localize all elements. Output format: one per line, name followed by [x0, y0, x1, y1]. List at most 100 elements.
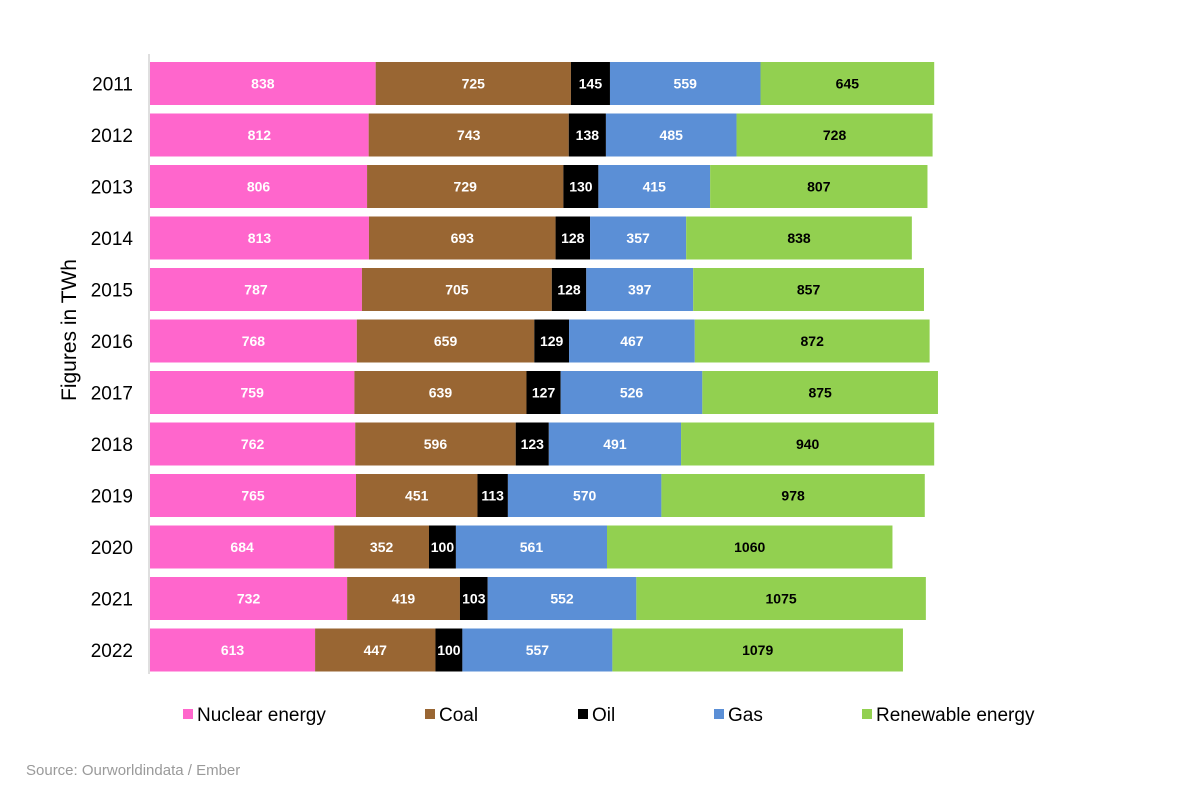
- bar-coal-2020: [334, 525, 429, 569]
- bar-renewable-energy-2019: [661, 474, 925, 517]
- bar-gas-2012: [605, 113, 737, 157]
- bar-gas-2018: [548, 422, 682, 466]
- bar-label-renewable-energy-2017: 875: [808, 385, 832, 401]
- legend-swatch-oil: [578, 709, 588, 719]
- bar-label-oil-2018: 123: [521, 436, 545, 452]
- bar-oil-2013: [563, 165, 599, 208]
- bar-label-coal-2015: 705: [445, 282, 469, 298]
- bar-coal-2014: [368, 216, 556, 260]
- bar-label-nuclear-energy-2019: 765: [241, 488, 265, 504]
- bar-oil-2015: [551, 268, 587, 311]
- year-label-2013: 2013: [91, 178, 133, 199]
- bar-label-nuclear-energy-2017: 759: [241, 385, 265, 401]
- bar-label-coal-2017: 639: [429, 385, 453, 401]
- bar-coal-2013: [367, 165, 564, 208]
- legend-label-oil: Oil: [592, 705, 615, 726]
- bar-label-gas-2017: 526: [620, 385, 644, 401]
- bar-nuclear-energy-2014: [150, 216, 369, 260]
- bar-renewable-energy-2020: [607, 525, 893, 569]
- bar-coal-2018: [355, 422, 516, 466]
- year-label-2016: 2016: [91, 332, 133, 353]
- bar-gas-2020: [455, 525, 607, 569]
- bar-label-gas-2015: 397: [628, 282, 652, 298]
- bar-renewable-energy-2015: [693, 268, 924, 311]
- bar-label-renewable-energy-2013: 807: [807, 179, 831, 195]
- bar-gas-2013: [598, 165, 711, 208]
- bar-label-oil-2020: 100: [431, 539, 455, 555]
- bar-coal-2019: [356, 474, 478, 517]
- bar-label-renewable-energy-2016: 872: [801, 333, 825, 349]
- year-label-2019: 2019: [91, 487, 133, 508]
- bar-label-gas-2018: 491: [603, 436, 627, 452]
- bar-label-oil-2015: 128: [557, 282, 581, 298]
- legend: Nuclear energy Coal Oil Gas Renewable energy: [183, 705, 1035, 726]
- bar-coal-2011: [375, 62, 571, 105]
- bar-label-coal-2014: 693: [451, 230, 475, 246]
- bar-label-coal-2019: 451: [405, 488, 429, 504]
- year-label-2017: 2017: [91, 384, 133, 405]
- bar-coal-2016: [356, 319, 535, 363]
- bar-label-renewable-energy-2018: 940: [796, 436, 820, 452]
- bar-renewable-energy-2022: [612, 628, 903, 672]
- bar-nuclear-energy-2015: [150, 268, 362, 311]
- bar-label-renewable-energy-2019: 978: [781, 488, 805, 504]
- bar-renewable-energy-2014: [686, 216, 912, 260]
- legend-label-nuclear-energy: Nuclear energy: [197, 705, 326, 726]
- bar-nuclear-energy-2020: [150, 525, 335, 569]
- bar-oil-2016: [534, 319, 570, 363]
- bar-gas-2017: [560, 371, 703, 414]
- bar-label-renewable-energy-2011: 645: [836, 76, 860, 92]
- bar-nuclear-energy-2011: [150, 62, 376, 105]
- bar-label-nuclear-energy-2022: 613: [221, 642, 245, 658]
- bar-label-coal-2012: 743: [457, 127, 481, 143]
- year-label-2018: 2018: [91, 435, 133, 456]
- legend-label-renewable-energy: Renewable energy: [876, 705, 1035, 726]
- bar-label-oil-2011: 145: [579, 76, 603, 92]
- source-note: Source: Ourworldindata / Ember: [26, 762, 240, 779]
- bar-label-nuclear-energy-2011: 838: [251, 76, 275, 92]
- bar-coal-2022: [315, 628, 436, 672]
- bar-nuclear-energy-2017: [150, 371, 355, 414]
- bar-label-oil-2013: 130: [569, 179, 593, 195]
- bar-label-coal-2020: 352: [370, 539, 394, 555]
- bar-oil-2014: [555, 216, 591, 260]
- bar-nuclear-energy-2022: [150, 628, 316, 672]
- bar-label-nuclear-energy-2020: 684: [230, 539, 254, 555]
- bar-oil-2021: [459, 577, 488, 620]
- bar-gas-2019: [507, 474, 662, 517]
- year-label-2022: 2022: [91, 641, 133, 662]
- bar-coal-2015: [361, 268, 552, 311]
- bar-label-renewable-energy-2020: 1060: [734, 539, 765, 555]
- bar-label-renewable-energy-2012: 728: [823, 127, 847, 143]
- bar-nuclear-energy-2013: [150, 165, 368, 208]
- bar-gas-2015: [586, 268, 694, 311]
- bar-label-nuclear-energy-2013: 806: [247, 179, 271, 195]
- bar-renewable-energy-2011: [760, 62, 935, 105]
- bar-renewable-energy-2012: [736, 113, 933, 157]
- bar-coal-2017: [354, 371, 527, 414]
- bar-nuclear-energy-2021: [150, 577, 348, 620]
- year-label-2012: 2012: [91, 126, 133, 147]
- legend-label-gas: Gas: [728, 705, 763, 726]
- bar-label-oil-2016: 129: [540, 333, 564, 349]
- bar-gas-2022: [462, 628, 613, 672]
- bar-oil-2020: [428, 525, 456, 569]
- bar-gas-2016: [569, 319, 695, 363]
- bar-label-gas-2012: 485: [660, 127, 684, 143]
- bar-label-coal-2013: 729: [454, 179, 478, 195]
- bar-label-nuclear-energy-2014: 813: [248, 230, 272, 246]
- legend-swatch-gas: [714, 709, 724, 719]
- bar-label-nuclear-energy-2012: 812: [248, 127, 272, 143]
- bar-label-renewable-energy-2021: 1075: [766, 591, 797, 607]
- bar-label-coal-2022: 447: [364, 642, 388, 658]
- year-label-2021: 2021: [91, 590, 133, 611]
- bar-renewable-energy-2017: [702, 371, 938, 414]
- year-label-2015: 2015: [91, 281, 133, 302]
- bar-label-oil-2019: 113: [481, 488, 504, 504]
- bar-nuclear-energy-2016: [150, 319, 357, 363]
- bar-label-renewable-energy-2014: 838: [787, 230, 811, 246]
- year-label-2014: 2014: [91, 229, 134, 250]
- bar-oil-2011: [570, 62, 610, 105]
- bar-renewable-energy-2018: [681, 422, 935, 466]
